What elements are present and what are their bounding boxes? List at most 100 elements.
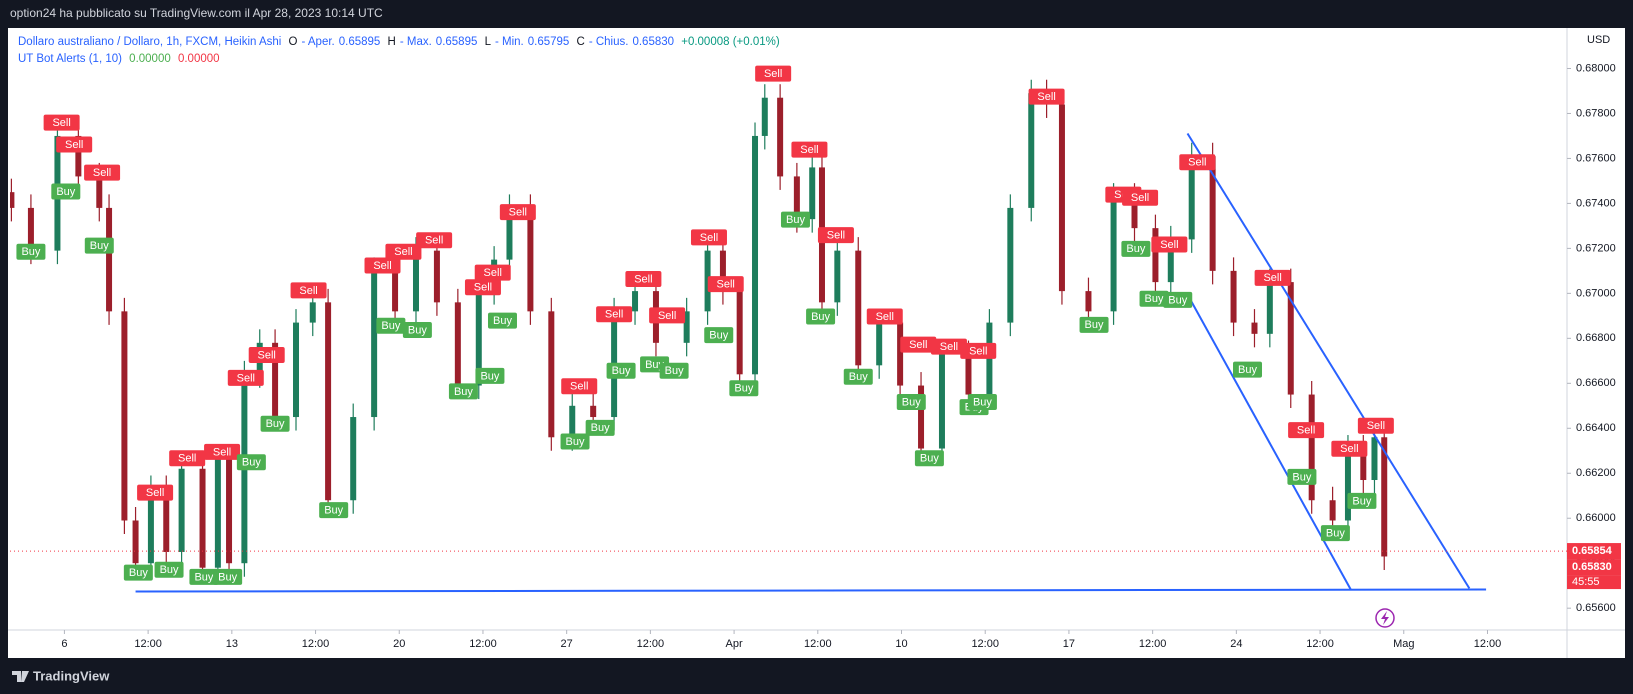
candle-body — [433, 250, 440, 303]
signal-text: Sell — [1340, 443, 1358, 455]
signal-label — [866, 308, 903, 325]
signal-label — [123, 564, 153, 581]
signal-label — [1347, 492, 1377, 509]
signal-text: Buy — [665, 365, 684, 377]
candle-body — [475, 291, 482, 386]
signal-text: Buy — [1352, 495, 1371, 507]
signal-label — [914, 450, 944, 467]
signal-label — [900, 336, 937, 353]
signal-text: Sell — [1037, 91, 1055, 103]
legend: Dollaro australiano / Dollaro, 1h, FXCM,… — [18, 34, 784, 68]
candle-body — [350, 417, 357, 501]
x-tick-label: 12:00 — [1139, 638, 1167, 650]
signal-label — [1331, 440, 1368, 457]
signal-text: Sell — [52, 117, 70, 129]
signal-label — [1163, 291, 1193, 308]
candle-body — [106, 207, 113, 312]
change: +0.00008 (+0.01%) — [681, 36, 780, 48]
candle-body — [938, 354, 945, 449]
candle-body — [965, 354, 972, 395]
signal-text: Buy — [1126, 243, 1145, 255]
signal-text: Buy — [1326, 527, 1345, 539]
candle-body — [1329, 500, 1336, 521]
candle-body — [1058, 104, 1065, 292]
signal-text: Sell — [93, 167, 111, 179]
signal-label — [416, 232, 453, 249]
trend-line — [135, 588, 1487, 593]
candle-body — [569, 405, 576, 438]
signal-text: Sell — [213, 446, 231, 458]
signal-text: Buy — [324, 505, 343, 517]
signal-label — [606, 362, 636, 379]
signal-label — [248, 346, 285, 363]
y-tick-label: 0.66200 — [1576, 467, 1616, 479]
signal-label — [499, 204, 536, 221]
x-tick-label: 10 — [895, 638, 907, 650]
candle-body — [527, 207, 534, 312]
candle-body — [226, 457, 233, 564]
signal-text: Sell — [65, 139, 83, 151]
candle-body — [761, 97, 768, 136]
x-tick-label: Mag — [1393, 638, 1414, 650]
x-tick-label: 24 — [1230, 638, 1242, 650]
signal-text: Sell — [764, 68, 782, 80]
signal-label — [474, 264, 511, 281]
candle-body — [10, 192, 15, 208]
candle-body — [1209, 156, 1216, 271]
signal-text: Sell — [146, 487, 164, 499]
signal-text: Buy — [218, 571, 237, 583]
signal-text: Buy — [786, 214, 805, 226]
candle-body — [199, 468, 206, 568]
signal-text: Sell — [1367, 420, 1385, 432]
signal-text: Buy — [266, 418, 285, 430]
signal-label — [967, 393, 997, 410]
signal-label — [56, 136, 93, 153]
candle-body — [855, 250, 862, 366]
candle-body — [1152, 228, 1159, 283]
signal-text: Sell — [509, 207, 527, 219]
signal-text: Sell — [700, 232, 718, 244]
signal-label — [487, 312, 517, 329]
signal-label — [704, 327, 734, 344]
candle-body — [1381, 437, 1388, 557]
signal-label — [596, 306, 633, 323]
ohlc-key: C — [576, 36, 585, 48]
x-tick-label: 12:00 — [469, 638, 497, 650]
signal-text: Sell — [800, 144, 818, 156]
trend-line — [1186, 132, 1471, 589]
currency: USD — [1587, 34, 1610, 46]
signal-text: Buy — [920, 453, 939, 465]
candle-body — [1007, 207, 1014, 323]
signal-label — [84, 164, 121, 181]
panel — [8, 28, 1625, 658]
candle-body — [1360, 448, 1367, 481]
signal-label — [236, 454, 266, 471]
ohlc-key: L — [484, 36, 491, 48]
x-tick-label: Apr — [726, 638, 743, 650]
candle-body — [632, 291, 639, 312]
candle-body — [27, 207, 34, 251]
signal-text: Buy — [454, 386, 473, 398]
signal-text: Sell — [658, 310, 676, 322]
signal-text: Sell — [484, 267, 502, 279]
x-tick-label: 13 — [226, 638, 238, 650]
signal-label — [364, 257, 401, 274]
candle-body — [1344, 448, 1351, 521]
ohlc-key: O — [288, 36, 298, 48]
tv-logo — [12, 671, 29, 682]
signal-label — [1287, 468, 1317, 485]
ohlc-value: 0.65895 — [435, 36, 478, 48]
ohlc-value: 0.65795 — [527, 36, 570, 48]
signal-label — [1151, 236, 1188, 253]
signal-text: Buy — [160, 564, 179, 576]
x-tick-label: 12:00 — [1306, 638, 1334, 650]
signal-text: Buy — [973, 396, 992, 408]
signal-text: Buy — [21, 246, 40, 258]
signal-label — [260, 415, 290, 432]
signal-label — [780, 211, 810, 228]
signal-label — [402, 322, 432, 339]
candle-body — [683, 311, 690, 343]
candle-body — [1266, 282, 1273, 334]
signal-text: Sell — [969, 345, 987, 357]
signal-label — [464, 279, 501, 296]
